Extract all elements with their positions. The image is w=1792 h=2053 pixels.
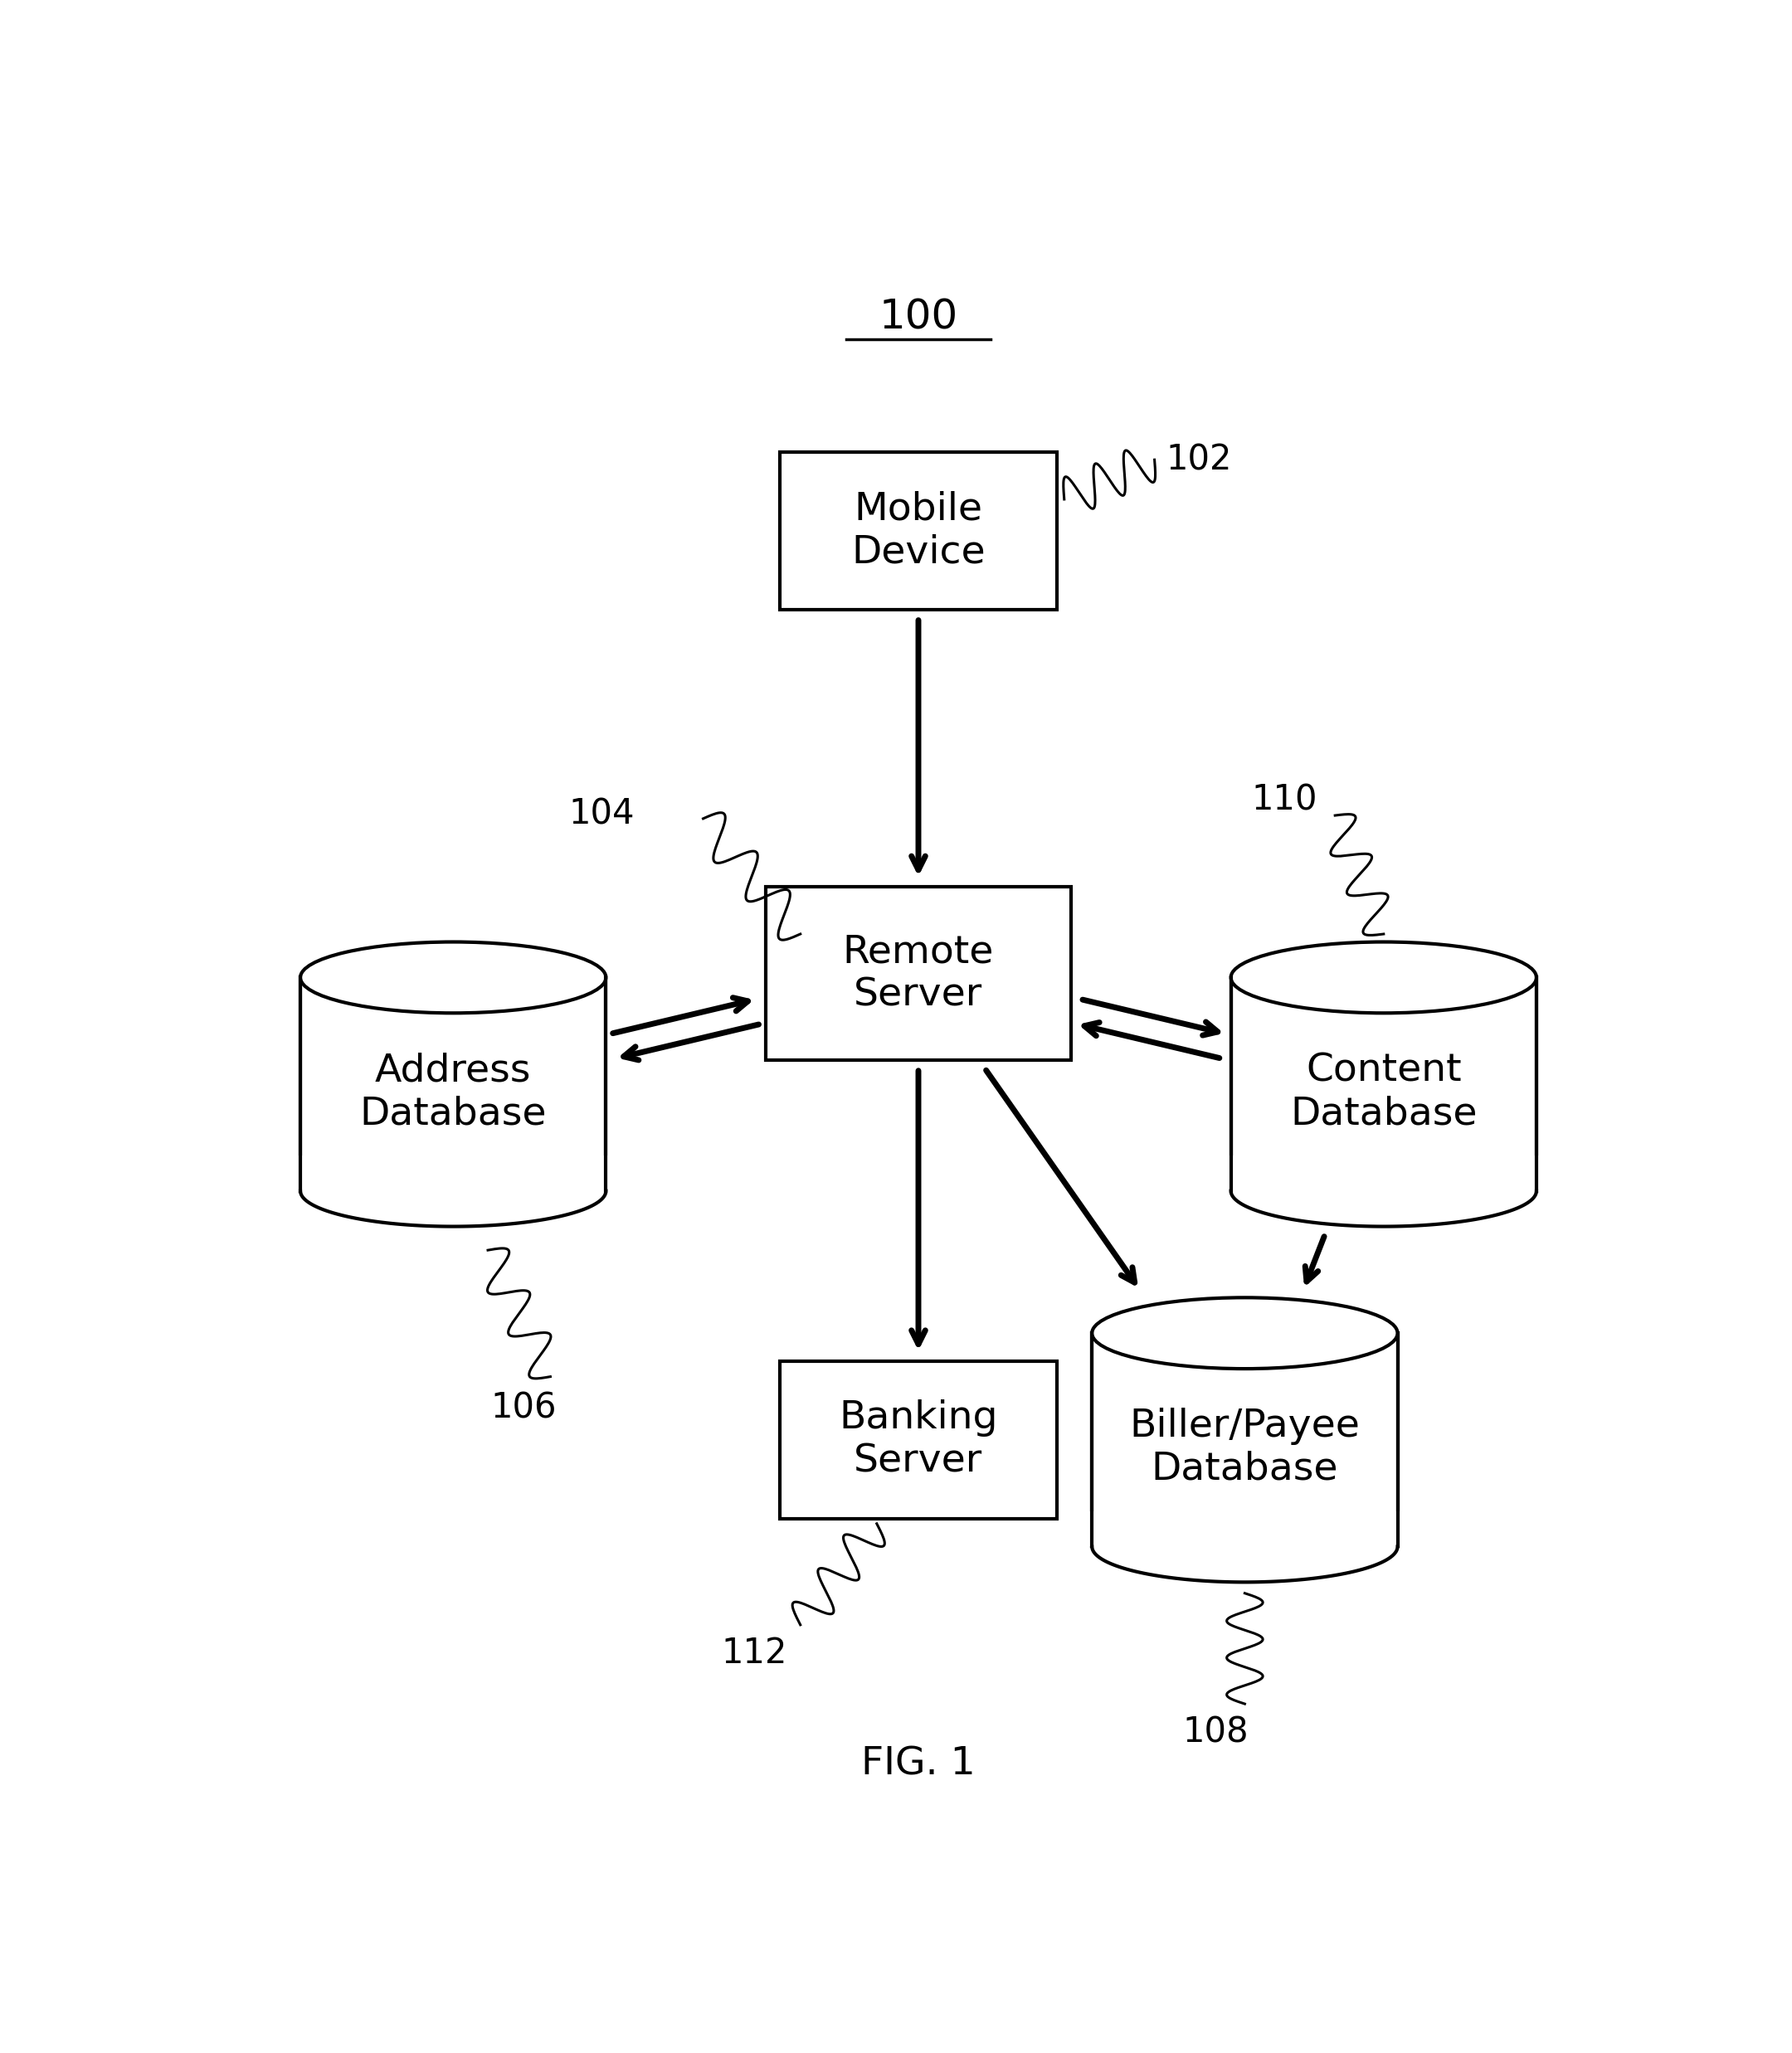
Text: FIG. 1: FIG. 1 [862,1745,975,1782]
Bar [1088,1511,1401,1546]
Text: 100: 100 [878,298,959,337]
Bar [1228,1156,1541,1191]
Ellipse shape [1091,1297,1398,1369]
Text: 104: 104 [568,797,634,831]
Text: Banking
Server: Banking Server [839,1400,998,1480]
Ellipse shape [301,1156,606,1226]
Text: 112: 112 [720,1636,787,1671]
Text: Content
Database: Content Database [1290,1051,1477,1133]
Ellipse shape [1231,1156,1536,1226]
Text: 110: 110 [1251,782,1317,817]
Ellipse shape [1231,942,1536,1012]
Text: Remote
Server: Remote Server [842,934,995,1014]
Ellipse shape [301,942,606,1012]
Ellipse shape [1091,1511,1398,1583]
Bar [1091,1332,1398,1546]
Text: 102: 102 [1165,441,1231,476]
Text: Address
Database: Address Database [360,1051,547,1133]
Text: Biller/Payee
Database: Biller/Payee Database [1129,1408,1360,1488]
FancyBboxPatch shape [780,1361,1057,1519]
FancyBboxPatch shape [780,452,1057,610]
FancyBboxPatch shape [765,887,1072,1061]
Bar [296,1156,609,1191]
Bar [301,977,606,1191]
Text: Mobile
Device: Mobile Device [851,491,986,571]
Text: 106: 106 [491,1390,557,1425]
Bar [1231,977,1536,1191]
Text: 108: 108 [1183,1714,1249,1749]
